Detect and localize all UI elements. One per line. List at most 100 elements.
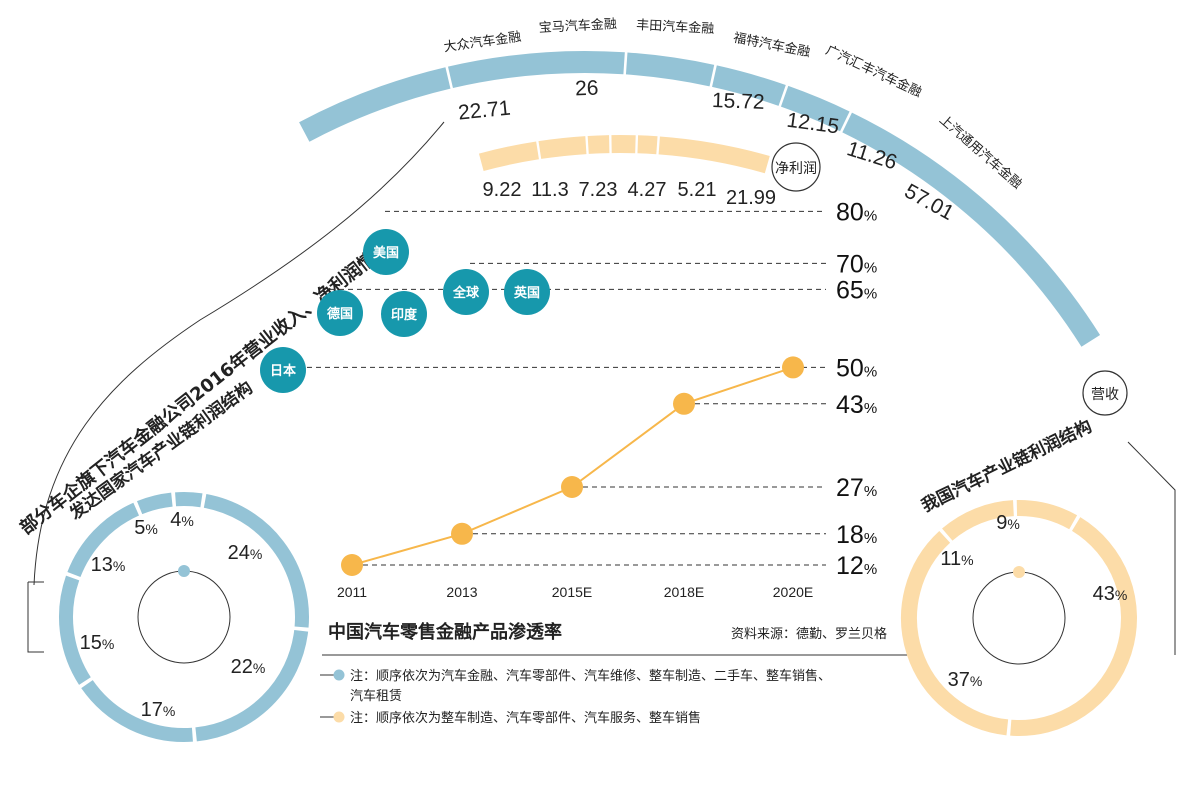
profit-value-3: 7.23 xyxy=(579,179,618,201)
revenue-company-5: 广汽汇丰汽车金融 xyxy=(823,42,924,100)
china-donut-inner-ring xyxy=(972,571,1066,665)
notes: 注：顺序依次为汽车金融、汽车零部件、汽车维修、整车制造、二手车、整车销售、 汽车… xyxy=(320,668,831,726)
developed-donut-value-1: 4 xyxy=(170,509,181,531)
reference-unit-43: % xyxy=(864,400,877,417)
china-donut-segment-4 xyxy=(942,500,1015,541)
profit-end-marker: 净利润 xyxy=(771,142,821,192)
country-label-6: 日本 xyxy=(270,363,296,379)
china-donut-segment-1 xyxy=(1016,500,1078,530)
revenue-arc-segment-4 xyxy=(711,65,786,106)
reference-value-70: 70 xyxy=(836,250,864,278)
reference-label-12: 12% xyxy=(836,552,877,580)
developed-donut-segment-3 xyxy=(195,629,309,742)
reference-label-43: 43% xyxy=(836,391,877,419)
reference-value-65: 65 xyxy=(836,276,864,304)
china-donut-label-4: 11% xyxy=(940,548,973,570)
country-label-3: 全球 xyxy=(452,285,480,301)
reference-value-50: 50 xyxy=(836,354,864,382)
developed-donut-value-2: 24 xyxy=(228,542,250,564)
revenue-company-4: 福特汽车金融 xyxy=(732,30,812,61)
china-donut: 9%43%37%11% xyxy=(901,500,1137,736)
china-donut-unit-2: % xyxy=(1115,587,1127,603)
country-circle-3 xyxy=(443,269,489,315)
penetration-point-2018E xyxy=(673,392,695,415)
reference-value-80: 80 xyxy=(836,198,864,226)
reference-label-18: 18% xyxy=(836,521,877,549)
profit-value-1: 9.22 xyxy=(483,179,522,201)
reference-lines: 80%70%65%50%43%27%18%12% xyxy=(280,198,877,580)
developed-donut-unit-3: % xyxy=(253,660,265,676)
profit-arc-segment-3 xyxy=(587,135,610,154)
china-donut-segment-2 xyxy=(1010,517,1137,736)
revenue-arc-segment-5 xyxy=(780,85,850,132)
x-tick-2015E: 2015E xyxy=(552,584,592,600)
developed-donut-value-4: 17 xyxy=(141,699,163,721)
country-label-2: 英国 xyxy=(513,285,540,301)
developed-donut-label-5: 15% xyxy=(80,632,115,654)
penetration-line xyxy=(351,366,794,566)
china-donut-label-3: 37% xyxy=(948,669,983,691)
penetration-point-2013 xyxy=(451,522,473,545)
revenue-arc-segment-2 xyxy=(448,51,625,89)
revenue-arc xyxy=(299,51,1101,347)
reference-unit-80: % xyxy=(864,207,877,224)
reference-value-18: 18 xyxy=(836,521,864,549)
developed-donut-unit-7: % xyxy=(145,521,157,537)
reference-label-70: 70% xyxy=(836,250,877,278)
developed-donut-value-7: 5 xyxy=(134,517,145,539)
x-tick-2018E: 2018E xyxy=(664,584,704,600)
revenue-end-marker: 营收 xyxy=(1082,370,1128,416)
developed-donut-inner-ring xyxy=(137,570,231,664)
developed-donut-value-5: 15 xyxy=(80,632,102,654)
developed-donut-unit-1: % xyxy=(181,513,193,529)
developed-donut-label-3: 22% xyxy=(231,656,266,678)
reference-unit-70: % xyxy=(864,259,877,276)
country-circle-1 xyxy=(363,229,409,275)
reference-unit-18: % xyxy=(864,530,877,547)
china-donut-inner-dot xyxy=(1013,566,1025,578)
x-tick-2020E: 2020E xyxy=(773,584,813,600)
china-donut-segment-3 xyxy=(901,531,1009,736)
revenue-company-3: 丰田汽车金融 xyxy=(636,17,715,37)
profit-arc-segment-6 xyxy=(658,136,770,174)
x-axis-ticks: 2011 2013 2015E 2018E 2020E xyxy=(337,584,813,600)
profit-arc-segment-5 xyxy=(637,135,658,155)
penetration-point-2011 xyxy=(341,554,363,576)
china-donut-value-1: 9 xyxy=(996,512,1007,534)
developed-donut-unit-2: % xyxy=(250,546,262,562)
country-circle-5 xyxy=(381,291,427,337)
developed-donut-unit-4: % xyxy=(163,703,175,719)
profit-arc-segment-2 xyxy=(538,136,587,159)
developed-donut-segment-6 xyxy=(67,502,140,578)
developed-donut-segment-5 xyxy=(59,575,91,685)
revenue-arc-segment-6 xyxy=(842,112,1101,347)
country-circle-4 xyxy=(317,290,363,336)
blue-note-line1: 注：顺序依次为汽车金融、汽车零部件、汽车维修、整车制造、二手车、整车销售、 xyxy=(350,668,831,684)
profit-arc xyxy=(478,135,770,174)
profit-value-labels: 9.22 11.3 7.23 4.27 5.21 21.99 xyxy=(483,179,777,209)
country-circle-2 xyxy=(504,269,550,315)
developed-donut-label-7: 5% xyxy=(134,517,158,539)
profit-arc-segment-1 xyxy=(478,141,539,171)
developed-countries-donut: 4%24%22%17%15%13%5% xyxy=(59,492,309,742)
profit-label: 净利润 xyxy=(775,161,817,177)
reference-unit-12: % xyxy=(864,561,877,578)
revenue-value-3: 15.72 xyxy=(712,89,765,114)
profit-value-2: 11.3 xyxy=(531,179,568,201)
revenue-label: 营收 xyxy=(1091,387,1119,403)
reference-value-43: 43 xyxy=(836,391,864,419)
main-title: 部分车企旗下汽车金融公司2016年营业收入、净利润情况 xyxy=(16,236,395,539)
developed-donut-segment-4 xyxy=(81,680,193,742)
country-label-1: 美国 xyxy=(373,245,399,261)
penetration-point-2015E xyxy=(561,476,583,498)
country-circle-6 xyxy=(260,347,306,393)
reference-value-12: 12 xyxy=(836,552,864,580)
developed-donut-unit-6: % xyxy=(113,558,125,574)
reference-unit-50: % xyxy=(864,363,877,380)
x-tick-2011: 2011 xyxy=(337,584,367,600)
china-donut-label-2: 43% xyxy=(1093,583,1128,605)
country-label-5: 印度 xyxy=(391,307,418,323)
profit-value-6: 21.99 xyxy=(726,187,776,209)
reference-unit-27: % xyxy=(864,483,877,500)
china-donut-label-1: 9% xyxy=(996,512,1020,534)
